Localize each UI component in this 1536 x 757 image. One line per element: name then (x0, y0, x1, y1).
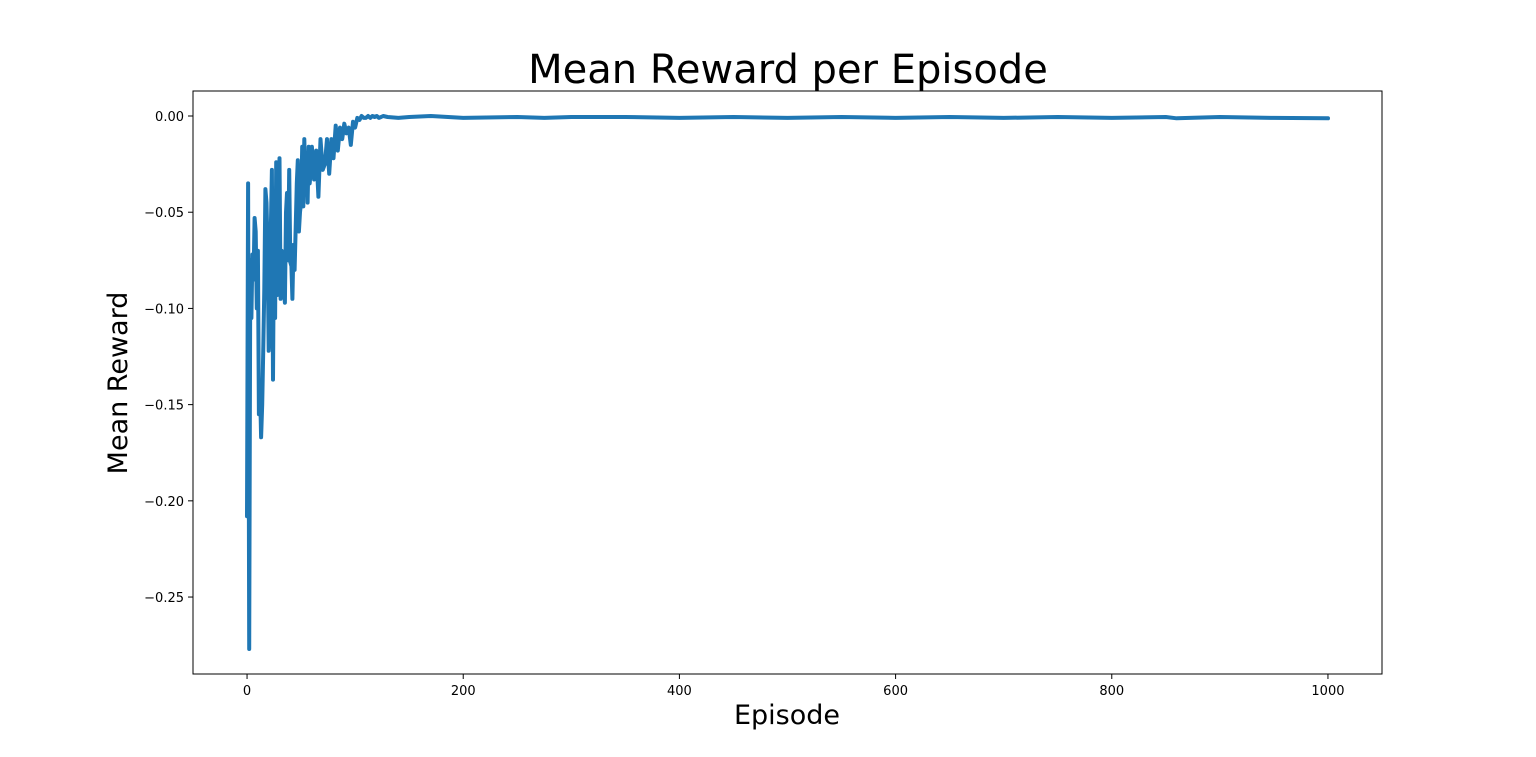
x-tick-label: 800 (1099, 684, 1124, 699)
x-tick-label: 600 (883, 684, 908, 699)
y-tick-label: −0.10 (144, 302, 184, 317)
chart-title: Mean Reward per Episode (528, 47, 1048, 93)
y-tick-label: 0.00 (155, 110, 184, 125)
y-tick-label: −0.15 (144, 399, 184, 414)
y-tick-label: −0.20 (144, 495, 184, 510)
x-axis: 0 200 400 600 800 1000 (243, 674, 1345, 699)
x-axis-label: Episode (734, 700, 840, 731)
x-tick-label: 200 (451, 684, 476, 699)
y-tick-label: −0.05 (144, 206, 184, 221)
x-tick-label: 400 (667, 684, 692, 699)
y-axis: 0.00 −0.05 −0.10 −0.15 −0.20 −0.25 (144, 110, 193, 606)
x-tick-label: 0 (243, 684, 251, 699)
y-axis-label: Mean Reward (103, 292, 134, 475)
series-line (245, 114, 1330, 651)
plot-frame (192, 90, 1383, 675)
y-tick-label: −0.25 (144, 591, 184, 606)
x-tick-label: 1000 (1311, 684, 1344, 699)
